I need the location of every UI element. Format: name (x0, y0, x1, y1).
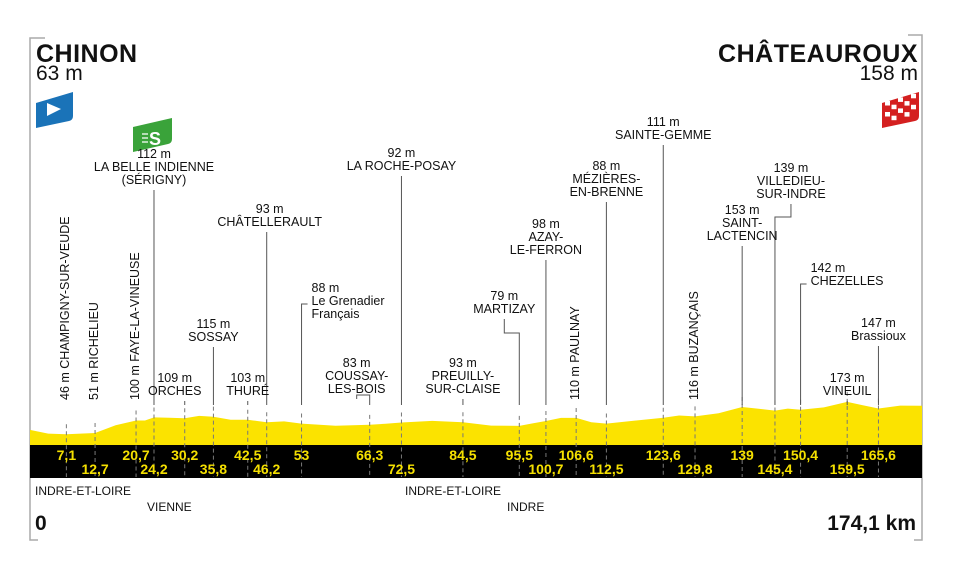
waypoint-label: 83 m COUSSAY- LES-BOIS (325, 356, 389, 396)
region-label: INDRE-ET-LOIRE (35, 484, 132, 498)
km-label: 7,1 (56, 447, 77, 463)
waypoint-leader-line (301, 303, 308, 405)
start-flag-icon (36, 92, 73, 128)
waypoint-label: 115 m SOSSAY (188, 317, 239, 344)
intermediate-sprint-icon: S (133, 118, 172, 152)
waypoint-label: 153 m SAINT- LACTENCIN (706, 203, 778, 243)
elevation-profile-area (30, 401, 922, 445)
finish-altitude: 158 m (859, 62, 918, 85)
waypoint-label: 147 m Brassioux (850, 316, 906, 343)
km-label: 53 (293, 447, 310, 463)
km-label: 42,5 (234, 447, 262, 463)
km-label: 129,8 (677, 461, 713, 477)
waypoint-leader-line (503, 319, 520, 405)
waypoint-label: 79 m MARTIZAY (473, 289, 536, 316)
waypoint-label: 173 m VINEUIL (822, 371, 872, 398)
waypoint-label: 142 m CHEZELLES (810, 261, 884, 288)
km-label: 145,4 (757, 461, 793, 477)
km-label: 106,6 (558, 447, 594, 463)
waypoint-label: 93 m PREUILLY- SUR-CLAISE (425, 356, 501, 396)
region-label: INDRE (507, 500, 545, 514)
waypoint-label: 112 m LA BELLE INDIENNE (SÉRIGNY) (93, 147, 215, 187)
start-city: CHINON (36, 40, 138, 68)
waypoint-label: 111 m SAINTE-GEMME (614, 115, 712, 142)
km-label: 165,6 (860, 447, 896, 463)
km-label: 72,5 (387, 461, 416, 477)
left-frame-line (29, 37, 45, 541)
waypoint-label: 51 m RICHELIEU (87, 302, 102, 400)
waypoint-label: 98 m AZAY- LE-FERRON (509, 217, 583, 257)
km-label: 150,4 (783, 447, 819, 463)
waypoint-label: 139 m VILLEDIEU- SUR-INDRE (756, 161, 826, 201)
waypoint-label: 116 m BUZANÇAIS (687, 291, 702, 400)
km-label: 66,3 (356, 447, 384, 463)
checkered-finish-flag-icon (882, 92, 919, 128)
waypoint-label: 46 m CHAMPIGNY-SUR-VEUDE (58, 216, 73, 400)
waypoint-label: 93 m CHÂTELLERAULT (217, 202, 323, 229)
km-label: 84,5 (449, 447, 477, 463)
km-label: 100,7 (528, 461, 564, 477)
km-label: 123,6 (645, 447, 681, 463)
region-label: VIENNE (147, 500, 192, 514)
right-frame-line (908, 34, 923, 541)
start-distance: 0 (35, 512, 47, 535)
start-altitude: 63 m (36, 62, 83, 85)
waypoint-leader-line (800, 283, 807, 405)
waypoint-label: 110 m PAULNAY (568, 306, 583, 400)
svg-text:S: S (149, 129, 161, 149)
km-label: 112,5 (589, 461, 624, 477)
km-label: 46,2 (253, 461, 281, 477)
waypoint-label: 103 m THURÉ (226, 371, 270, 398)
waypoint-label: 92 m LA ROCHE-POSAY (346, 146, 457, 173)
km-label: 35,8 (199, 461, 228, 477)
total-distance: 174,1 km (827, 512, 916, 535)
km-label: 30,2 (171, 447, 199, 463)
km-label: 159,5 (829, 461, 865, 477)
region-label: INDRE-ET-LOIRE (405, 484, 502, 498)
km-label: 20,7 (122, 447, 150, 463)
waypoint-label: 100 m FAYE-LA-VINEUSE (128, 252, 143, 400)
km-label: 95,5 (505, 447, 533, 463)
km-label: 139 (730, 447, 754, 463)
waypoint-label: 88 m MÉZIÈRES- EN-BRENNE (569, 159, 644, 199)
km-band (30, 445, 922, 478)
km-label: 12,7 (81, 461, 109, 477)
finish-city: CHÂTEAUROUX (718, 40, 918, 68)
waypoint-leader-line (356, 394, 371, 405)
waypoint-leader-line (774, 204, 792, 405)
waypoint-label: 109 m ORCHES (147, 371, 202, 398)
km-label: 24,2 (140, 461, 168, 477)
waypoint-label: 88 m Le Grenadier Français (311, 281, 385, 321)
